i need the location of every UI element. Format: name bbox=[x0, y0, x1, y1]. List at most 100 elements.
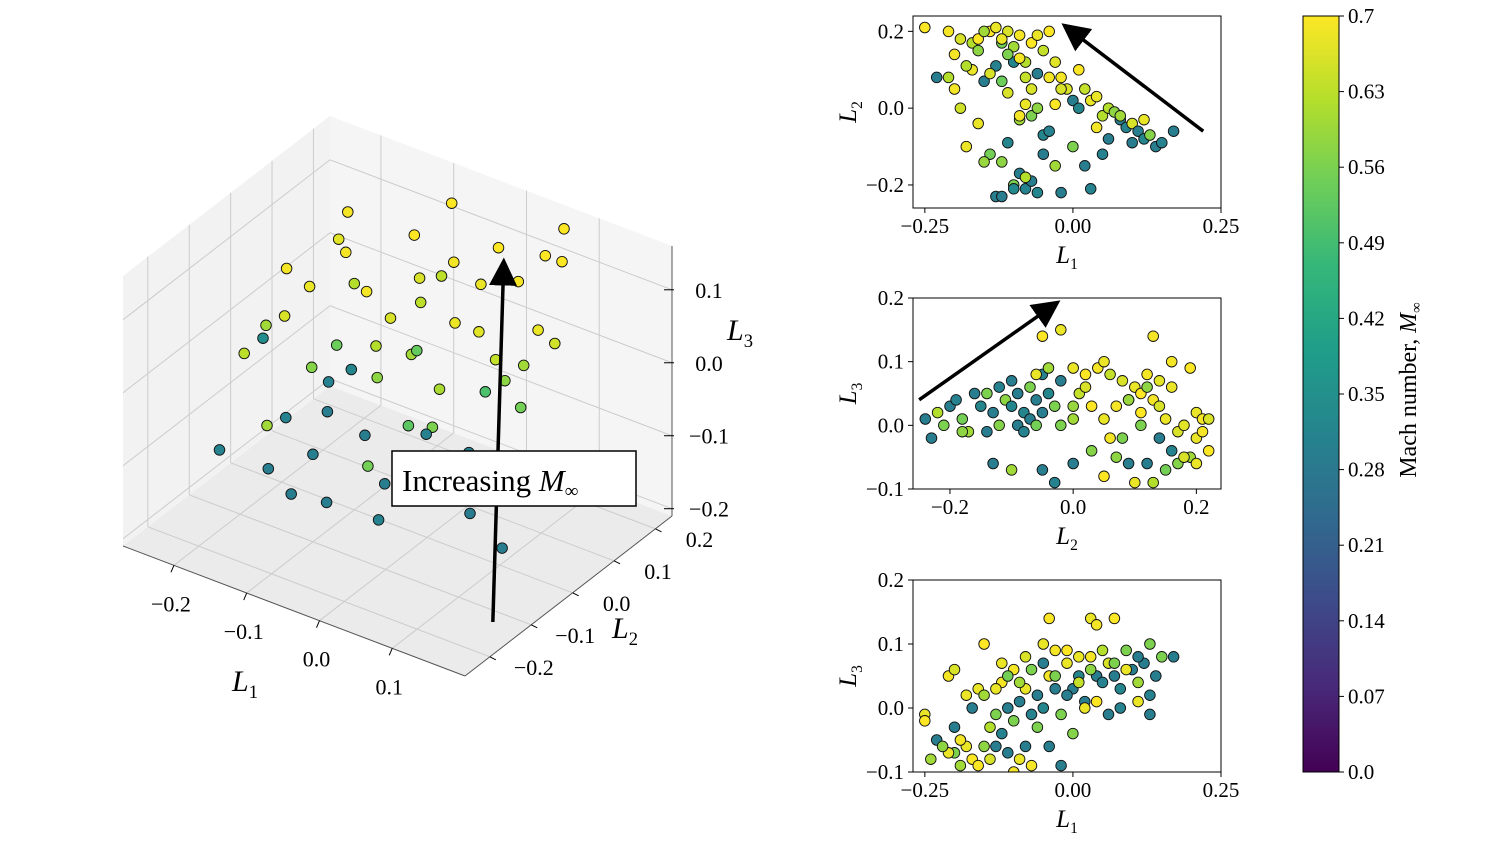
data-point bbox=[972, 117, 984, 130]
data-point bbox=[1096, 110, 1109, 122]
data-point bbox=[1036, 464, 1049, 476]
scatter-3d-points bbox=[213, 197, 570, 554]
data-point bbox=[1013, 29, 1026, 41]
data-point bbox=[1135, 419, 1147, 432]
data-point bbox=[993, 381, 1005, 393]
y-tick-label: −0.2 bbox=[866, 173, 904, 197]
data-point bbox=[984, 67, 996, 80]
data-point bbox=[984, 721, 996, 733]
plot-area bbox=[913, 298, 1221, 489]
data-point bbox=[1096, 148, 1109, 160]
data-point bbox=[1098, 470, 1110, 483]
x-tick-label: 0.00 bbox=[1055, 214, 1092, 238]
grid-line-y-floor bbox=[230, 462, 573, 594]
data-point bbox=[1090, 695, 1103, 708]
y-tick-label: 0.1 bbox=[878, 632, 904, 656]
data-point bbox=[1122, 394, 1135, 406]
tick-label-x: 0.0 bbox=[303, 647, 331, 672]
data-point bbox=[978, 156, 990, 168]
data-point-3d bbox=[330, 339, 343, 351]
data-point bbox=[1153, 400, 1166, 412]
colorbar-gradient bbox=[1302, 15, 1340, 773]
y-axis-label-main: L bbox=[835, 109, 862, 124]
data-point bbox=[960, 140, 973, 153]
data-point bbox=[966, 702, 978, 714]
data-point bbox=[981, 387, 993, 400]
data-point bbox=[954, 734, 967, 746]
data-point-3d bbox=[473, 326, 485, 338]
y-tick-label: 0.0 bbox=[878, 413, 904, 437]
data-point-3d bbox=[260, 319, 272, 332]
data-point bbox=[968, 387, 981, 400]
axis-line-y bbox=[464, 515, 673, 677]
data-point bbox=[1037, 638, 1050, 650]
y-tick-label: 0.1 bbox=[878, 350, 904, 374]
data-point bbox=[1002, 25, 1014, 38]
data-point bbox=[1013, 695, 1026, 708]
data-point-3d bbox=[322, 376, 335, 388]
data-point bbox=[1132, 651, 1144, 663]
data-point bbox=[1116, 432, 1129, 444]
increasing-mach-arrow-3d bbox=[489, 257, 517, 623]
y-tick-label: 0.2 bbox=[878, 568, 904, 592]
data-point-3d bbox=[512, 275, 525, 288]
data-point bbox=[1042, 362, 1055, 374]
data-point-3d bbox=[449, 317, 461, 329]
data-point bbox=[1025, 110, 1038, 122]
colorbar-tick-label: 0.42 bbox=[1348, 306, 1385, 330]
data-point bbox=[1005, 400, 1018, 412]
data-point bbox=[1090, 619, 1103, 631]
tick-label-y: −0.1 bbox=[555, 623, 595, 648]
data-point bbox=[1002, 48, 1014, 61]
data-point-3d bbox=[345, 363, 358, 376]
tick-mark-y bbox=[489, 656, 497, 661]
data-point bbox=[1178, 451, 1190, 463]
data-point bbox=[1031, 29, 1044, 41]
data-point bbox=[1104, 432, 1116, 444]
data-point bbox=[1002, 702, 1014, 714]
x-tick-label: 0.25 bbox=[1203, 214, 1240, 238]
axes-3d-gridlines bbox=[122, 128, 673, 658]
data-point bbox=[1073, 64, 1085, 76]
plot-frame bbox=[912, 579, 1222, 773]
x-axis-label-sub: 1 bbox=[1070, 256, 1078, 273]
data-point bbox=[1043, 125, 1055, 137]
data-point-3d bbox=[321, 405, 334, 418]
data-point-3d bbox=[492, 241, 505, 254]
x-axis-label-sub: 1 bbox=[1070, 820, 1078, 837]
data-point bbox=[987, 457, 999, 470]
arrow-line-3d bbox=[489, 257, 517, 623]
x-axis-label-main: L bbox=[1055, 242, 1070, 269]
data-point bbox=[1031, 689, 1044, 701]
data-point bbox=[1141, 457, 1153, 470]
data-point bbox=[948, 48, 961, 61]
data-point-3d bbox=[448, 256, 460, 268]
data-point-3d bbox=[475, 278, 487, 291]
plot-frame bbox=[912, 297, 1222, 490]
data-point bbox=[1159, 413, 1172, 425]
y-tick-label: 0.0 bbox=[878, 696, 904, 720]
data-point-3d bbox=[348, 277, 361, 290]
data-point bbox=[1013, 753, 1026, 765]
data-point bbox=[1055, 324, 1067, 336]
data-point bbox=[1079, 368, 1092, 381]
data-point-3d bbox=[280, 411, 292, 424]
data-point-3d bbox=[371, 371, 383, 384]
data-point bbox=[1096, 644, 1109, 657]
data-point bbox=[1147, 330, 1159, 342]
data-point-3d bbox=[408, 229, 421, 241]
data-point-3d bbox=[278, 310, 291, 322]
data-point-3d bbox=[414, 296, 427, 309]
data-point bbox=[1079, 83, 1091, 95]
grid-line-z-left bbox=[122, 232, 331, 394]
colorbar-tick-label: 0.0 bbox=[1348, 760, 1374, 784]
data-point bbox=[1005, 375, 1018, 387]
data-point bbox=[1049, 644, 1061, 657]
data-point bbox=[984, 148, 996, 160]
data-point bbox=[1132, 676, 1144, 689]
data-point bbox=[1122, 457, 1135, 470]
data-point bbox=[996, 190, 1008, 203]
data-point-3d bbox=[320, 496, 333, 509]
data-point bbox=[1007, 715, 1020, 727]
